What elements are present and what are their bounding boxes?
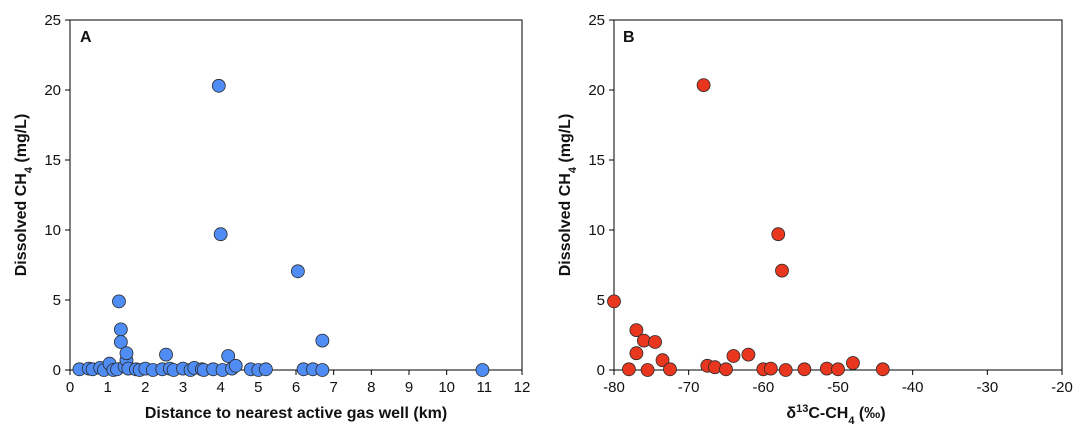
data-point: [211, 78, 226, 93]
y-tick-label: 15: [44, 152, 61, 169]
data-point: [771, 227, 786, 242]
data-point: [228, 358, 243, 373]
y-axis-title-a: Dissolved CH4 (mg/L): [13, 114, 35, 277]
data-point: [846, 356, 860, 370]
y-tick-label: 15: [588, 152, 605, 169]
y-tick-label: 5: [597, 292, 605, 309]
data-point: [775, 263, 789, 278]
x-tick-label: 1: [103, 379, 111, 396]
data-point: [726, 349, 741, 363]
data-point: [741, 347, 756, 362]
y-tick-label: 5: [53, 292, 61, 309]
y-tick-label: 20: [44, 82, 61, 99]
panel-b: B 0 5 10 15 20 25 -80 -70 -60 -50 -40 -30 -20 δ13C-…: [557, 12, 1073, 427]
data-point: [113, 322, 128, 337]
x-tick-label: 2: [141, 379, 149, 396]
x-tick-label: 9: [405, 379, 413, 396]
data-point: [290, 264, 305, 279]
x-axis-title-a: Distance to nearest active gas well (km): [145, 405, 447, 422]
x-tick-label: 7: [329, 379, 337, 396]
x-tick-label: -50: [827, 379, 849, 396]
x-tick-label: -30: [976, 379, 998, 396]
data-point: [707, 360, 722, 375]
x-tick-label: 5: [254, 379, 262, 396]
x-tick-label: 10: [438, 379, 455, 396]
x-tick-label: 3: [179, 379, 187, 396]
data-point: [797, 362, 812, 377]
data-points-a: [72, 78, 490, 377]
data-point: [113, 335, 128, 349]
x-tick-label: -80: [603, 379, 625, 396]
data-point: [159, 347, 173, 362]
y-axis-title-b: Dissolved CH4 (mg/L): [557, 114, 579, 277]
x-tick-label: -60: [752, 379, 774, 396]
data-point: [778, 363, 793, 377]
x-tick-label: 0: [66, 379, 74, 396]
data-point: [213, 227, 228, 242]
x-tick-label: 4: [216, 379, 224, 396]
data-point: [315, 363, 330, 377]
y-tick-label: 20: [588, 82, 605, 99]
x-axis-title-b: δ13C-CH4 (‰): [786, 403, 885, 427]
panel-label-a: A: [80, 29, 92, 46]
data-point: [640, 363, 655, 377]
data-point: [719, 362, 733, 377]
data-point: [221, 349, 236, 363]
data-point: [112, 294, 126, 309]
y-axis-b: 0 5 10 15 20 25: [588, 12, 614, 379]
data-point: [629, 346, 644, 361]
y-tick-label: 25: [588, 12, 605, 29]
y-tick-label: 25: [44, 12, 61, 29]
data-point: [119, 346, 134, 361]
y-tick-label: 0: [597, 362, 605, 379]
x-tick-label: 6: [292, 379, 300, 396]
data-point: [258, 362, 273, 377]
x-tick-label: -20: [1051, 379, 1073, 396]
y-axis-a: 0 5 10 15 20 25: [44, 12, 70, 379]
data-point: [315, 333, 330, 348]
plot-frame-a: [69, 19, 523, 371]
data-point: [622, 362, 636, 377]
x-tick-label: 11: [477, 379, 493, 396]
data-point: [655, 353, 670, 368]
panel-label-b: B: [623, 29, 635, 46]
data-point: [696, 78, 711, 92]
y-tick-label: 10: [588, 222, 605, 239]
data-point: [763, 361, 778, 376]
data-point: [875, 362, 890, 377]
x-tick-label: -70: [678, 379, 700, 396]
x-tick-label: 12: [514, 379, 531, 396]
data-points-b: [607, 78, 890, 377]
data-point: [831, 362, 845, 377]
data-point: [629, 323, 644, 338]
plot-frame-b: [613, 19, 1063, 371]
data-point: [663, 362, 677, 377]
data-point: [475, 363, 490, 377]
y-tick-label: 0: [53, 362, 61, 379]
x-tick-label: -40: [902, 379, 924, 396]
data-point: [607, 294, 621, 309]
y-tick-label: 10: [44, 222, 61, 239]
x-tick-label: 8: [367, 379, 375, 396]
data-point: [648, 335, 662, 349]
